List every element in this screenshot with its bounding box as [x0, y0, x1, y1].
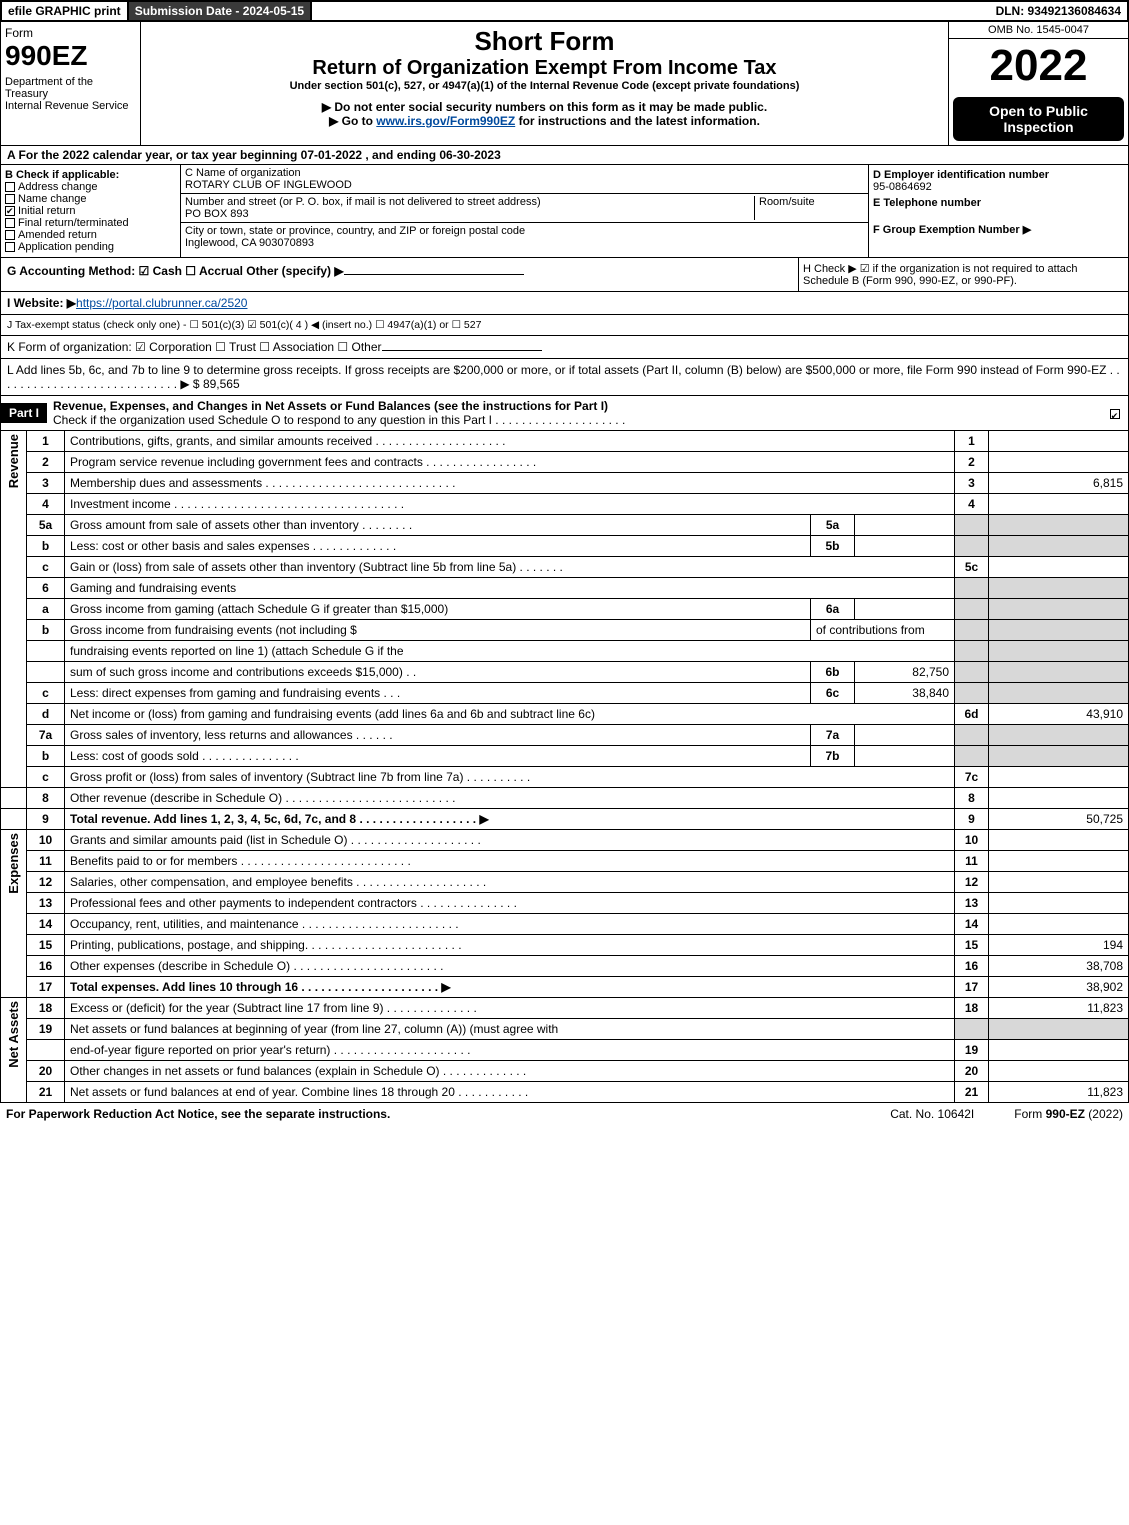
goto-text: ▶ Go to	[329, 114, 376, 128]
room-label: Room/suite	[754, 196, 864, 220]
top-bar: efile GRAPHIC print Submission Date - 20…	[0, 0, 1129, 22]
city: Inglewood, CA 903070893	[185, 237, 864, 249]
under-section: Under section 501(c), 527, or 4947(a)(1)…	[145, 80, 944, 92]
ein: 95-0864692	[873, 181, 1124, 193]
part1-title: Revenue, Expenses, and Changes in Net As…	[53, 399, 608, 413]
line-i: I Website: ▶https://portal.clubrunner.ca…	[0, 292, 1129, 315]
city-label: City or town, state or province, country…	[185, 225, 864, 237]
tax-year: 2022	[949, 39, 1128, 93]
f-group-label: F Group Exemption Number ▶	[873, 223, 1124, 236]
revenue-table: Revenue 1Contributions, gifts, grants, a…	[0, 431, 1129, 830]
expenses-side-label: Expenses	[6, 833, 21, 894]
footer-mid: Cat. No. 10642I	[890, 1107, 974, 1121]
netassets-table: Net Assets 18Excess or (deficit) for the…	[0, 998, 1129, 1103]
form-number: 990EZ	[5, 40, 136, 72]
expenses-table: Expenses 10Grants and similar amounts pa…	[0, 830, 1129, 998]
chk-initial: Initial return	[18, 205, 75, 217]
return-title: Return of Organization Exempt From Incom…	[145, 57, 944, 80]
line-l: L Add lines 5b, 6c, and 7b to line 9 to …	[0, 359, 1129, 396]
d-ein-label: D Employer identification number	[873, 169, 1124, 181]
netassets-side-label: Net Assets	[6, 1001, 21, 1068]
goto-suffix: for instructions and the latest informat…	[515, 114, 760, 128]
submission-date: Submission Date - 2024-05-15	[127, 2, 312, 20]
revenue-side-label: Revenue	[6, 434, 21, 488]
part1-check-icon	[1110, 409, 1120, 419]
chk-address: Address change	[18, 181, 98, 193]
part1-header: Part I Revenue, Expenses, and Changes in…	[0, 396, 1129, 431]
part1-sub: Check if the organization used Schedule …	[53, 413, 625, 427]
ssn-warning: ▶ Do not enter social security numbers o…	[145, 100, 944, 114]
line-j: J Tax-exempt status (check only one) - ☐…	[0, 315, 1129, 336]
dln: DLN: 93492136084634	[990, 2, 1127, 20]
line-g: G Accounting Method: ☑ Cash ☐ Accrual Ot…	[7, 264, 344, 278]
open-public-badge: Open to Public Inspection	[953, 97, 1124, 141]
chk-pending: Application pending	[18, 241, 114, 253]
b-title: B Check if applicable:	[5, 169, 176, 181]
org-name: ROTARY CLUB OF INGLEWOOD	[185, 179, 864, 191]
efile-label: efile GRAPHIC print	[2, 2, 127, 20]
form-label: Form	[5, 26, 136, 40]
website-link[interactable]: https://portal.clubrunner.ca/2520	[76, 296, 247, 310]
street: PO BOX 893	[185, 208, 754, 220]
footer-right-year: (2022)	[1085, 1107, 1123, 1121]
chk-name: Name change	[18, 193, 87, 205]
bcdef-block: B Check if applicable: Address change Na…	[0, 165, 1129, 258]
dept-label: Department of the Treasury Internal Reve…	[5, 76, 136, 112]
form-header: Form 990EZ Department of the Treasury In…	[0, 22, 1129, 146]
part1-bar: Part I	[1, 403, 47, 423]
e-tel-label: E Telephone number	[873, 197, 1124, 209]
footer: For Paperwork Reduction Act Notice, see …	[0, 1103, 1129, 1125]
c-name-label: C Name of organization	[185, 167, 864, 179]
omb-number: OMB No. 1545-0047	[949, 22, 1128, 39]
line-k: K Form of organization: ☑ Corporation ☐ …	[0, 336, 1129, 359]
line-h: H Check ▶ ☑ if the organization is not r…	[798, 258, 1128, 291]
goto-link[interactable]: www.irs.gov/Form990EZ	[376, 114, 515, 128]
footer-left: For Paperwork Reduction Act Notice, see …	[6, 1107, 390, 1121]
street-label: Number and street (or P. O. box, if mail…	[185, 196, 754, 208]
chk-amended: Amended return	[18, 229, 97, 241]
footer-right-form: 990-EZ	[1046, 1107, 1085, 1121]
gh-row: G Accounting Method: ☑ Cash ☐ Accrual Ot…	[0, 258, 1129, 292]
short-form-title: Short Form	[145, 26, 944, 57]
line-a: A For the 2022 calendar year, or tax yea…	[0, 146, 1129, 165]
chk-final: Final return/terminated	[18, 217, 129, 229]
footer-right-prefix: Form	[1014, 1107, 1045, 1121]
